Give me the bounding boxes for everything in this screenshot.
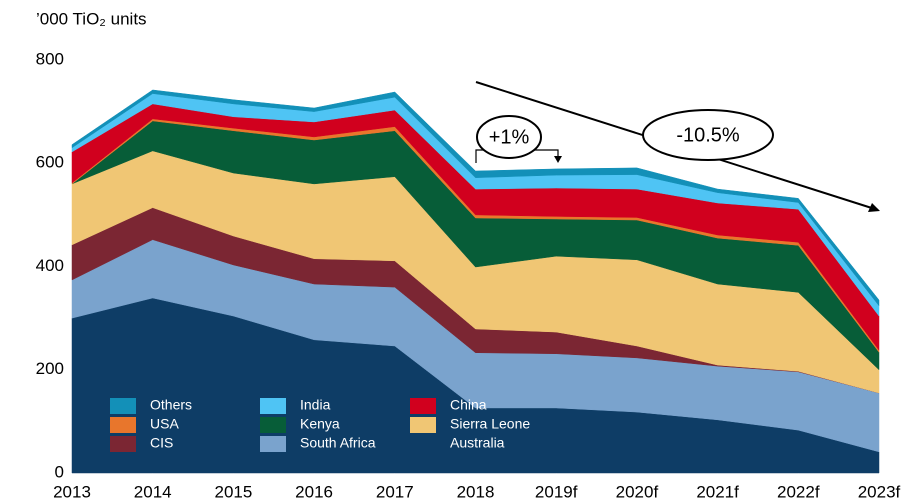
area — [71, 89, 880, 307]
x-tick-label: 2014 — [134, 482, 172, 501]
legend-swatch — [260, 398, 286, 414]
x-tick-label: 2022f — [777, 482, 820, 501]
x-tick-label: 2015 — [214, 482, 252, 501]
y-tick-label: 600 — [36, 153, 64, 172]
y-tick-label: 200 — [36, 359, 64, 378]
y-tick-label: 800 — [36, 49, 64, 68]
y-axis-label: ’000 TiO₂ units — [36, 9, 147, 28]
legend-swatch — [260, 436, 286, 452]
annotation: -10.5% — [676, 124, 740, 146]
legend-label: Sierra Leone — [450, 416, 530, 432]
areas — [71, 89, 880, 474]
legend-swatch — [110, 436, 136, 452]
legend-swatch — [410, 398, 436, 414]
legend-label: Kenya — [300, 416, 340, 432]
legend-swatch — [410, 417, 436, 433]
x-tick-label: 2018 — [457, 482, 495, 501]
x-tick-label: 2013 — [53, 482, 91, 501]
legend-label: Australia — [450, 435, 505, 451]
bracket-head — [554, 156, 562, 163]
x-tick-label: 2020f — [616, 482, 659, 501]
annotation: +1% — [489, 126, 530, 148]
legend-swatch — [260, 417, 286, 433]
x-tick-label: 2017 — [376, 482, 414, 501]
legend-label: USA — [150, 416, 179, 432]
x-tick-label: 2021f — [696, 482, 739, 501]
annotation-bubble — [642, 109, 774, 161]
legend-label: CIS — [150, 435, 173, 451]
legend-label: China — [450, 397, 487, 413]
annotation-bubble — [476, 115, 542, 159]
legend-swatch — [410, 436, 436, 452]
legend-swatch — [110, 417, 136, 433]
x-tick-label: 2016 — [295, 482, 333, 501]
y-tick-label: 400 — [36, 256, 64, 275]
overlay: +1% -10.5% — [475, 81, 880, 212]
legend-label: India — [300, 397, 331, 413]
legend-label: South Africa — [300, 435, 376, 451]
arrow-head — [868, 203, 880, 212]
y-tick-label: 0 — [55, 462, 64, 481]
x-tick-label: 2019f — [535, 482, 578, 501]
legend-swatch — [110, 398, 136, 414]
x-tick-label: 2023f — [858, 482, 901, 501]
legend-label: Others — [150, 397, 192, 413]
